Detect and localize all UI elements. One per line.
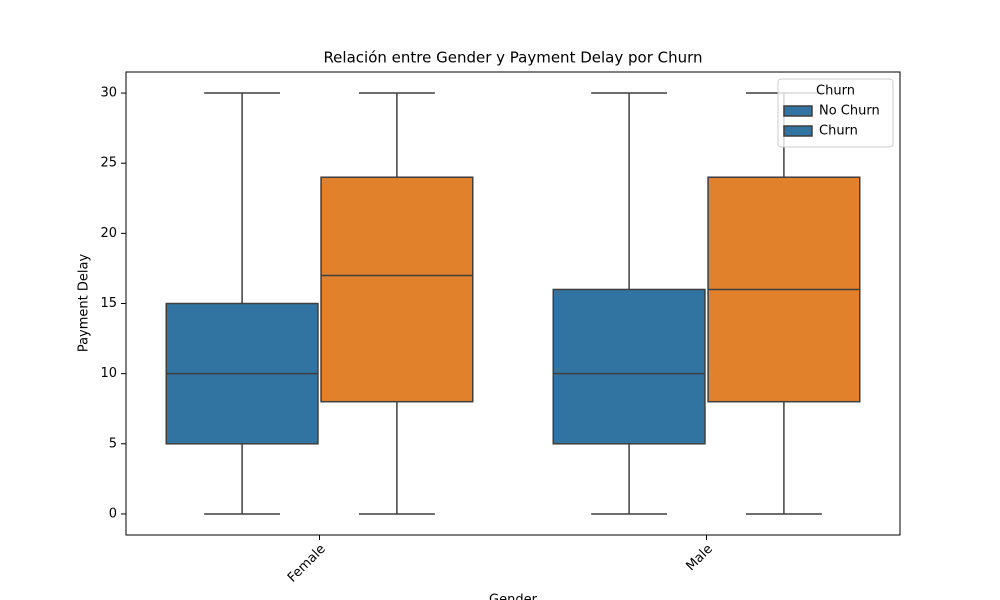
y-tick-label: 10 (100, 366, 117, 381)
chart-title: Relación entre Gender y Payment Delay po… (323, 49, 702, 67)
legend-label: Churn (819, 124, 858, 139)
box (552, 288, 706, 445)
x-tick-label: Male (683, 542, 715, 574)
legend-swatch (783, 105, 813, 117)
legend-label: No Churn (819, 104, 880, 119)
y-tick-label: 25 (100, 156, 117, 171)
box (320, 176, 474, 403)
y-tick-label: 20 (100, 226, 117, 241)
legend-swatch (783, 125, 813, 137)
y-tick-label: 5 (109, 436, 117, 451)
y-tick-label: 30 (100, 86, 117, 101)
legend-title: Churn (816, 84, 855, 99)
x-axis-label: Gender (489, 593, 538, 600)
plot-frame (125, 71, 901, 536)
x-tick-label: Female (285, 542, 329, 586)
y-axis-label: Payment Delay (77, 254, 92, 353)
y-tick-label: 15 (100, 296, 117, 311)
y-tick-label: 0 (109, 506, 117, 521)
